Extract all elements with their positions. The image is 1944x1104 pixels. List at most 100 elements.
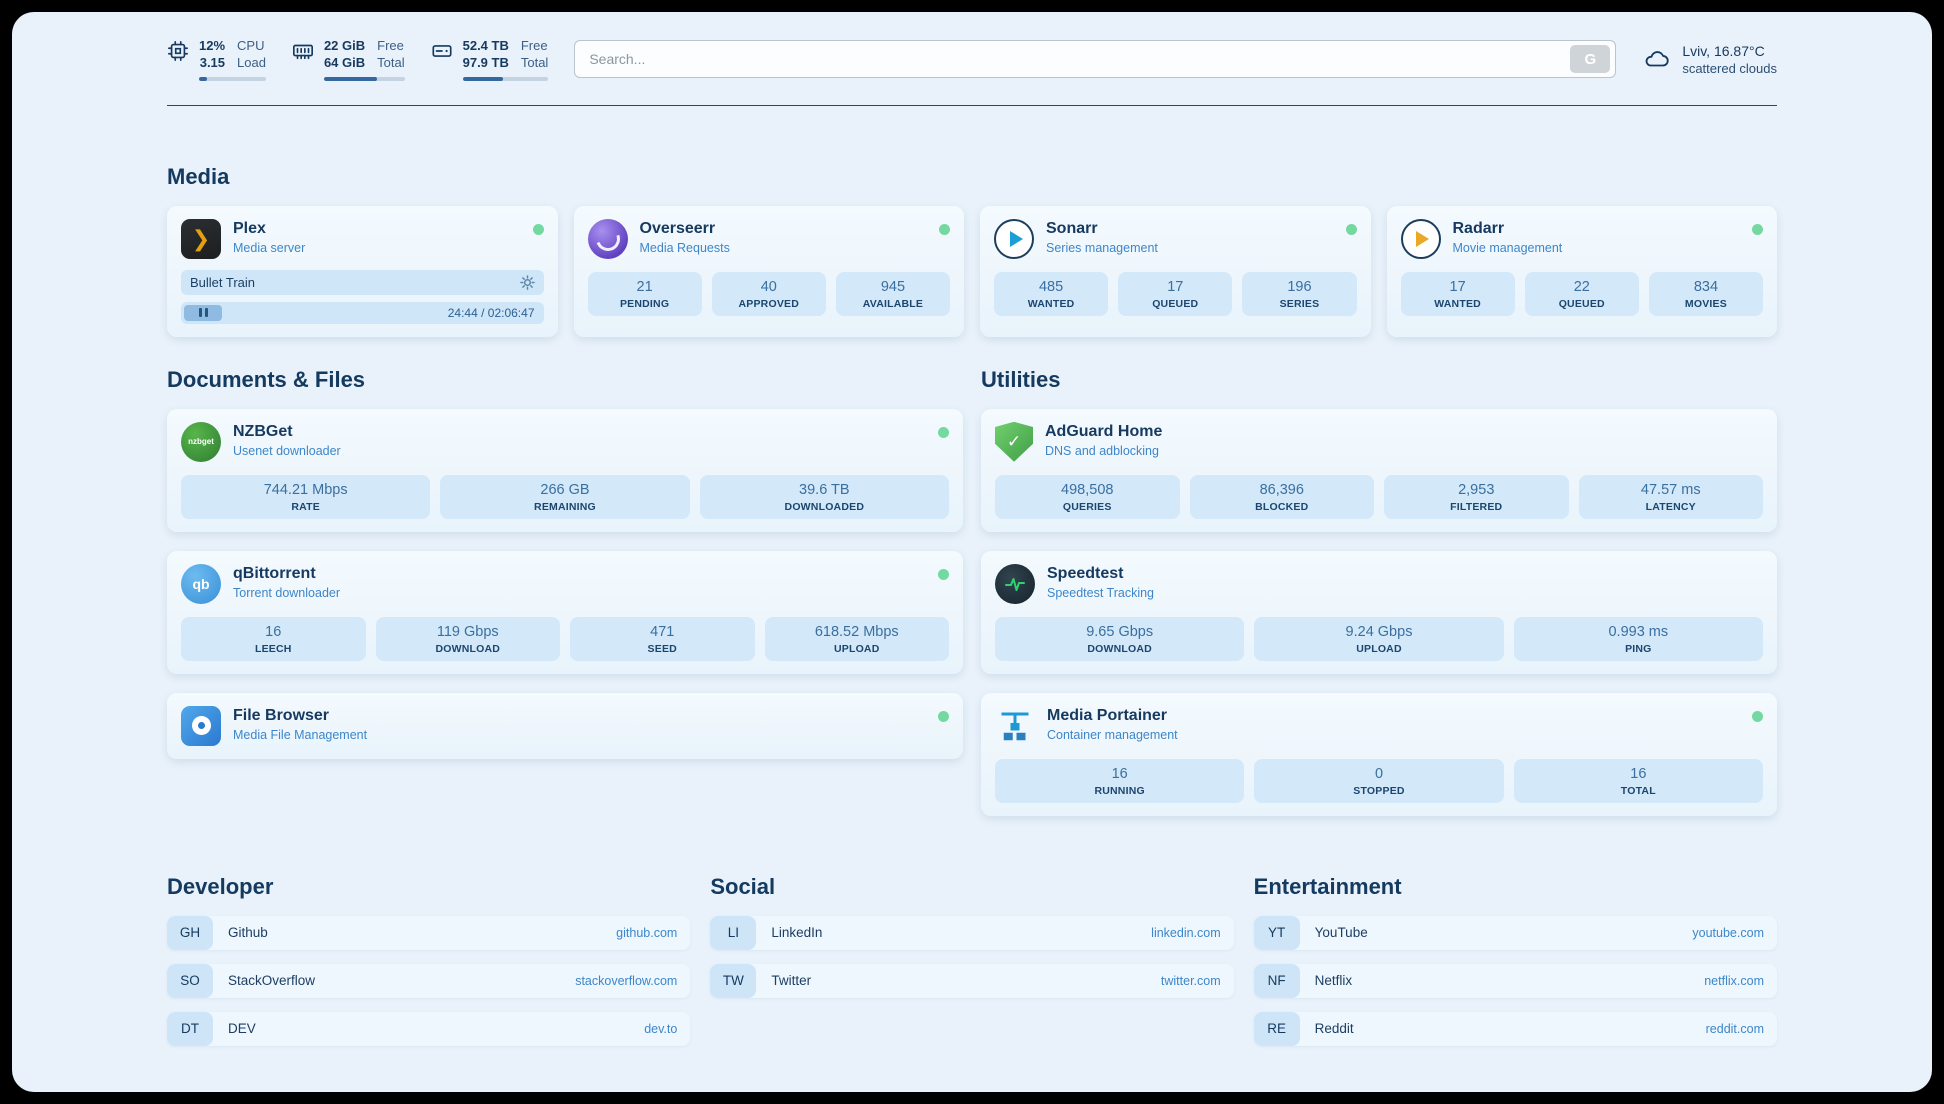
stat-box: 21 PENDING [587,271,702,316]
adguard-shield-icon: ✓ [995,421,1033,462]
app-card-sonarr[interactable]: Sonarr Series management 485 WANTED 17 QUE… [980,205,1371,337]
stat-box: 47.57 ms LATENCY [1578,474,1763,519]
playback-progress-bar: 24:44 / 02:06:47 [181,301,544,324]
nzbget-icon: nzbget [181,421,221,462]
bookmark-name: LinkedIn [771,925,823,941]
ram-widget: 22 GiB Free 64 GiB Total [292,38,405,81]
bookmark-badge: NF [1253,963,1300,998]
dashboard-page: 12% CPU 3.15 Load 22 GiB Free 64 GiB Tot… [12,12,1932,1092]
bookmark-linkedin[interactable]: LI LinkedIn linkedin.com [710,915,1234,950]
bookmark-badge: LI [710,915,757,950]
bookmark-netflix[interactable]: NF Netflix netflix.com [1253,963,1777,998]
cpu-progress-bar [199,76,266,81]
cloud-icon [1645,51,1669,67]
bookmark-youtube[interactable]: YT YouTube youtube.com [1253,915,1777,950]
bookmark-name: StackOverflow [228,973,316,989]
app-subtitle: Torrent downloader [233,585,341,600]
app-name: AdGuard Home [1045,422,1163,440]
stat-box: 40 APPROVED [711,271,826,316]
ram-total-label: Total [377,54,405,70]
app-card-adguard[interactable]: ✓ AdGuard Home DNS and adblocking 498,50… [981,408,1777,532]
app-card-plex[interactable]: ❯ Plex Media server Bullet Train [167,205,558,337]
portainer-icon [995,706,1035,746]
bookmark-name: YouTube [1314,925,1368,941]
bookmark-badge: GH [167,915,213,950]
stat-box: 16 LEECH [181,616,366,661]
status-dot [939,223,950,235]
ram-progress-bar [323,76,405,81]
section-utilities: Utilities ✓ AdGuard Home DNS and adblock… [981,367,1777,816]
search-engine-button[interactable]: G [1570,45,1611,74]
stat-box: 16 RUNNING [995,758,1245,803]
gear-icon[interactable] [519,274,535,290]
stat-box: 119 Gbps DOWNLOAD [375,616,560,661]
app-card-overseerr[interactable]: Overseerr Media Requests 21 PENDING 40 APP… [573,205,964,337]
ram-free-value: 22 GiB [323,38,366,53]
status-dot [1752,223,1763,235]
status-dot [1345,223,1357,235]
section-title-entertainment: Entertainment [1253,873,1402,899]
cpu-load-value: 3.15 [199,54,226,70]
stat-box: 22 QUEUED [1524,271,1639,316]
section-social: Social LI LinkedIn linkedin.com TW Twitt… [710,874,1234,1046]
top-bar: 12% CPU 3.15 Load 22 GiB Free 64 GiB Tot… [12,12,1932,81]
playback-time: 24:44 / 02:06:47 [447,305,535,320]
app-card-speedtest[interactable]: Speedtest Speedtest Tracking 9.65 Gbps DO… [981,550,1777,674]
app-card-nzbget[interactable]: nzbget NZBGet Usenet downloader 744.21 M… [167,408,963,532]
plex-icon: ❯ [181,218,221,259]
weather-widget[interactable]: Lviv, 16.87°C scattered clouds [1642,43,1777,76]
bookmark-name: Github [228,925,268,941]
qbittorrent-icon: qb [181,563,221,604]
status-dot [532,223,544,235]
pause-button[interactable] [184,304,222,321]
app-name: Media Portainer [1047,706,1168,724]
filebrowser-icon [181,705,221,746]
app-name: Sonarr [1046,219,1098,237]
app-subtitle: Media server [233,240,306,255]
bookmark-url: netflix.com [1704,973,1764,988]
status-dot [938,710,949,722]
bookmark-reddit[interactable]: RE Reddit reddit.com [1253,1011,1777,1046]
section-media: Media ❯ Plex Media server Bullet Train [167,164,1777,337]
app-subtitle: Media Requests [639,240,730,255]
bookmark-name: Reddit [1314,1021,1354,1037]
search-input[interactable] [575,51,1571,68]
app-subtitle: Container management [1047,727,1178,742]
disk-progress-bar [462,76,549,81]
app-card-qbittorrent[interactable]: qb qBittorrent Torrent downloader 16 LEEC… [167,550,963,674]
bookmark-badge: TW [710,963,757,998]
bookmark-badge: YT [1253,915,1300,950]
bookmark-badge: RE [1253,1011,1300,1046]
section-title-documents: Documents & Files [167,366,366,392]
stat-box: 17 QUEUED [1118,271,1233,316]
disk-widget: 52.4 TB Free 97.9 TB Total [431,38,549,81]
bookmark-stackoverflow[interactable]: SO StackOverflow stackoverflow.com [167,963,691,998]
app-card-filebrowser[interactable]: File Browser Media File Management [167,692,963,759]
app-card-portainer[interactable]: Media Portainer Container management 16 R… [981,692,1777,816]
bookmark-url: stackoverflow.com [575,973,678,988]
section-title-developer: Developer [167,873,274,899]
app-subtitle: Speedtest Tracking [1047,585,1155,600]
bookmark-github[interactable]: GH Github github.com [167,915,691,950]
app-subtitle: Series management [1046,240,1158,255]
now-playing-title: Bullet Train [190,274,256,290]
disk-icon [432,45,452,57]
cpu-widget: 12% CPU 3.15 Load [167,38,266,81]
app-name: Speedtest [1047,564,1124,582]
bookmark-url: reddit.com [1705,1021,1764,1036]
stat-box: 498,508 QUERIES [995,474,1180,519]
bookmark-twitter[interactable]: TW Twitter twitter.com [710,963,1234,998]
stat-box: 266 GB REMAINING [440,474,690,519]
stat-box: 39.6 TB DOWNLOADED [699,474,949,519]
bookmark-dev[interactable]: DT DEV dev.to [167,1011,691,1046]
stat-box: 485 WANTED [994,271,1109,316]
status-dot [1752,710,1763,722]
cpu-load-label: Load [237,54,266,70]
stat-box: 945 AVAILABLE [835,271,951,316]
app-card-radarr[interactable]: Radarr Movie management 17 WANTED 22 QUEUE… [1386,205,1777,337]
bookmark-name: Twitter [771,973,812,989]
now-playing-bar: Bullet Train [181,269,544,295]
app-subtitle: Media File Management [233,727,368,742]
ram-free-label: Free [377,38,404,53]
app-name: NZBGet [233,422,293,440]
